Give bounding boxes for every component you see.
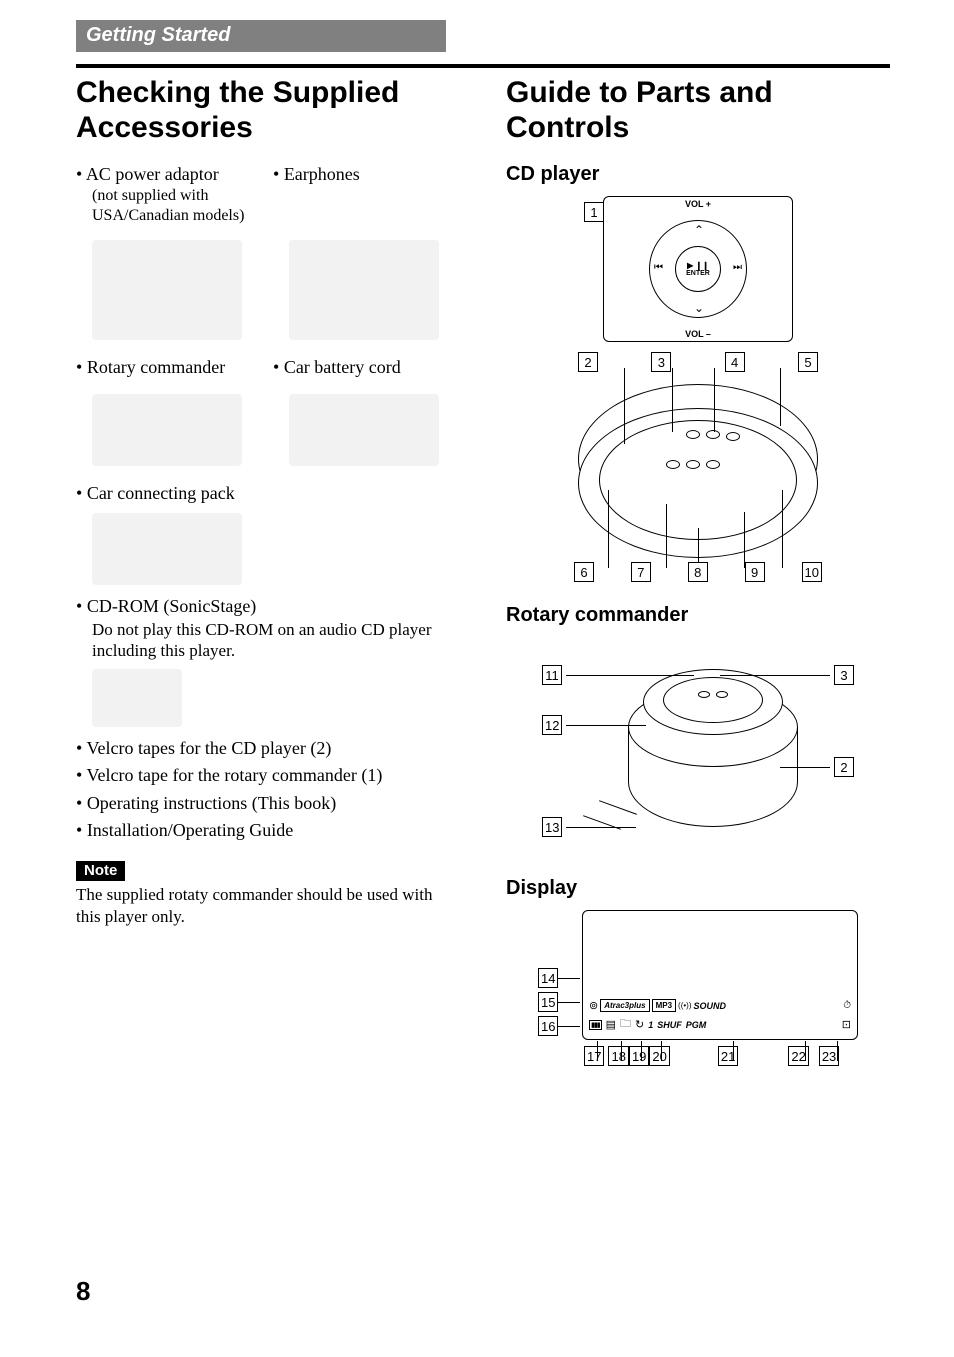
display-heading: Display: [506, 877, 890, 900]
callout-19: 19: [629, 1046, 649, 1066]
photo-car-pack: [92, 513, 242, 585]
enter-label: ENTER: [686, 270, 710, 277]
down-arrow-icon: ⌄: [694, 301, 704, 315]
callout-9: 9: [745, 562, 765, 582]
battery-icon: ▮▮▮: [589, 1020, 602, 1030]
photo-cdrom: [92, 669, 182, 727]
pgm-indicator: PGM: [686, 1020, 707, 1030]
atrac-indicator: Atrac3plus: [600, 999, 649, 1012]
callout-13: 13: [542, 817, 562, 837]
photo-earphones: [289, 240, 439, 340]
cd-player-body: [558, 374, 838, 574]
up-arrow-icon: ⌃: [694, 223, 704, 237]
display-diagram: 14 15 16 ⊚ Atrac3plus MP3 ((•)) SOUND ⏱: [538, 910, 858, 1110]
play-icon: ▶ ❙❙: [687, 261, 709, 270]
callout-10: 10: [802, 562, 822, 582]
callout-20: 20: [649, 1046, 669, 1066]
callout-2b: 2: [834, 757, 854, 777]
acc-row-4: CD-ROM (SonicStage) Do not play this CD-…: [76, 595, 460, 727]
callout-3b: 3: [834, 665, 854, 685]
note-text: The supplied rotaty commander should be …: [76, 884, 460, 928]
folder-icon: 🗀: [620, 1015, 631, 1034]
control-pad: ▶ ❙❙ ENTER ⌃ ⌄ ⏮ ⏭: [638, 209, 758, 329]
lcd-strip: ⊚ Atrac3plus MP3 ((•)) SOUND ⏱ ▮▮▮ ▤ 🗀 ↻: [589, 997, 851, 1033]
acc3-label: Rotary commander: [76, 356, 263, 379]
section-header: Getting Started: [76, 20, 446, 52]
cd-top-callouts: 2 3 4 5: [568, 352, 828, 372]
bullet-1: Velcro tapes for the CD player (2): [76, 737, 460, 760]
page: Getting Started Checking the Supplied Ac…: [0, 0, 954, 1150]
acc-row-2: Rotary commander Car battery cord: [76, 356, 460, 379]
lcd-screen: ⊚ Atrac3plus MP3 ((•)) SOUND ⏱ ▮▮▮ ▤ 🗀 ↻: [582, 910, 858, 1040]
cd-player-heading: CD player: [506, 163, 890, 186]
cd-player-diagram: VOL + ▶ ❙❙ ENTER ⌃ ⌄ ⏮ ⏭ VOL – 1: [506, 196, 890, 586]
rotary-heading: Rotary commander: [506, 604, 890, 627]
callout-1: 1: [584, 202, 604, 222]
cd-bottom-callouts: 6 7 8 9 10: [568, 562, 828, 582]
sound-indicator: SOUND: [694, 1001, 727, 1011]
callout-8: 8: [688, 562, 708, 582]
callout-15: 15: [538, 992, 558, 1012]
callout-14: 14: [538, 968, 558, 988]
acc6-sub: Do not play this CD-ROM on an audio CD p…: [76, 619, 460, 662]
top-rule: [76, 64, 890, 68]
acc-cell-1: AC power adaptor (not supplied with USA/…: [76, 163, 263, 226]
callout-5: 5: [798, 352, 818, 372]
rotary-diagram: 11 3 12 2 13: [538, 637, 858, 867]
photo-adaptor: [92, 240, 242, 340]
disc-icon: ⊚: [589, 999, 598, 1012]
left-column: Checking the Supplied Accessories AC pow…: [76, 76, 460, 1110]
mp3-indicator: MP3: [652, 999, 676, 1012]
acc-cell-2: Earphones: [273, 163, 460, 226]
sound-wave-icon: ((•)): [678, 1001, 691, 1010]
bullet-list: Velcro tapes for the CD player (2) Velcr…: [76, 737, 460, 843]
vol-plus-label: VOL +: [604, 199, 792, 209]
callout-17: 17: [584, 1046, 604, 1066]
callout-16: 16: [538, 1016, 558, 1036]
left-title: Checking the Supplied Accessories: [76, 76, 460, 145]
acc4-label: Car battery cord: [273, 356, 460, 379]
bullet-3: Operating instructions (This book): [76, 792, 460, 815]
photo-battery-cord: [289, 394, 439, 466]
photo-row-2: [76, 386, 460, 476]
callout-11: 11: [542, 665, 562, 685]
one-indicator: 1: [648, 1020, 653, 1030]
acc1-label: AC power adaptor: [76, 163, 263, 186]
acc5-label: Car connecting pack: [76, 482, 460, 505]
bullet-4: Installation/Operating Guide: [76, 819, 460, 842]
shuf-indicator: SHUF: [657, 1020, 682, 1030]
callout-7: 7: [631, 562, 651, 582]
acc1-sub: (not supplied with USA/Canadian models): [76, 186, 263, 226]
group-icon: ⊡: [842, 1018, 851, 1031]
callout-6: 6: [574, 562, 594, 582]
prev-icon: ⏮: [654, 262, 663, 273]
callout-3: 3: [651, 352, 671, 372]
photo-row-1: [76, 232, 460, 350]
note-badge: Note: [76, 861, 125, 881]
next-icon: ⏭: [733, 262, 742, 273]
acc6-label: CD-ROM (SonicStage): [76, 595, 460, 618]
display-bottom-callouts: 17 18 19 20 21 22 23: [582, 1046, 858, 1066]
callout-21: 21: [718, 1046, 738, 1066]
timer-icon: ⏱: [843, 1000, 851, 1011]
rotary-body: [628, 687, 798, 847]
vol-minus-label: VOL –: [604, 329, 792, 339]
bullet-2: Velcro tape for the rotary commander (1): [76, 764, 460, 787]
repeat-icon: ↻: [635, 1018, 644, 1031]
bookmark-icon: ▤: [606, 1018, 616, 1031]
photo-rotary: [92, 394, 242, 466]
callout-2: 2: [578, 352, 598, 372]
acc-row-3: Car connecting pack: [76, 482, 460, 585]
callout-18: 18: [608, 1046, 628, 1066]
right-column: Guide to Parts and Controls CD player VO…: [506, 76, 890, 1110]
page-number: 8: [76, 1276, 90, 1307]
columns: Checking the Supplied Accessories AC pow…: [76, 76, 890, 1110]
acc2-label: Earphones: [273, 163, 460, 186]
callout-12: 12: [542, 715, 562, 735]
acc-row-1: AC power adaptor (not supplied with USA/…: [76, 163, 460, 226]
right-title: Guide to Parts and Controls: [506, 76, 890, 145]
callout-4: 4: [725, 352, 745, 372]
